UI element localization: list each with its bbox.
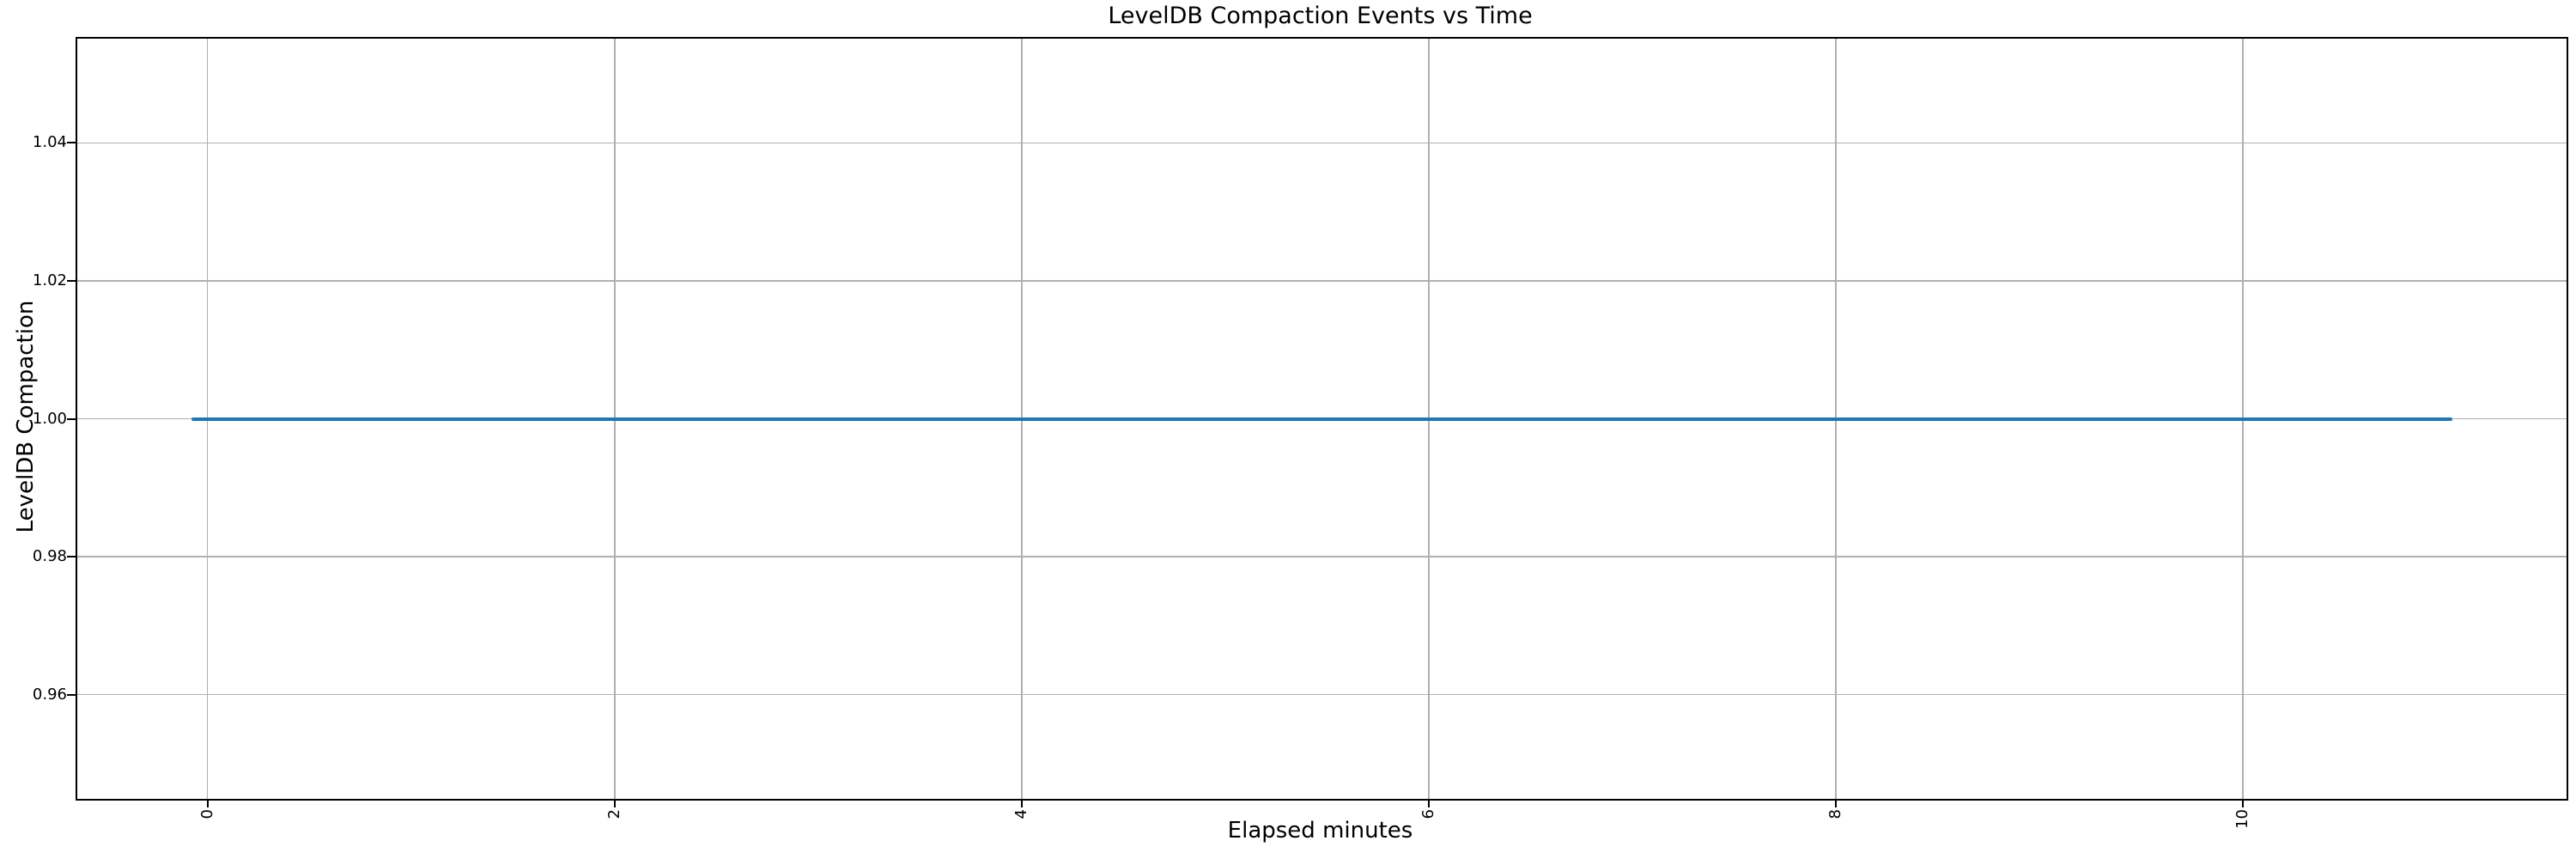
y-tick-mark: [67, 693, 76, 696]
y-axis-label: LevelDB Compaction: [13, 300, 39, 533]
y-tick-label: 1.02: [32, 271, 67, 289]
x-tick-mark: [1427, 801, 1430, 807]
y-gridline: [77, 280, 2567, 282]
x-tick-mark: [613, 801, 616, 807]
chart-title: LevelDB Compaction Events vs Time: [1108, 3, 1533, 29]
y-tick-mark: [67, 142, 76, 144]
data-series-line: [191, 417, 2453, 421]
y-tick-label: 1.04: [32, 133, 67, 152]
y-gridline: [77, 556, 2567, 557]
y-tick-mark: [67, 417, 76, 420]
y-tick-mark: [67, 556, 76, 558]
y-tick-label: 1.00: [32, 409, 67, 428]
x-tick-mark: [1020, 801, 1023, 807]
y-tick-label: 0.96: [32, 685, 67, 704]
y-gridline: [77, 142, 2567, 144]
y-tick-mark: [67, 279, 76, 282]
x-tick-mark: [1835, 801, 1838, 807]
plot-area: 0 2 4 6 8 10 0.96 0.98 1.00 1.02 1.04: [33, 37, 2568, 829]
x-tick-mark: [206, 801, 209, 807]
y-tick-label: 0.98: [32, 547, 67, 566]
y-gridline: [77, 693, 2567, 696]
x-axis-label: Elapsed minutes: [1227, 818, 1413, 844]
x-tick-mark: [2242, 801, 2245, 807]
